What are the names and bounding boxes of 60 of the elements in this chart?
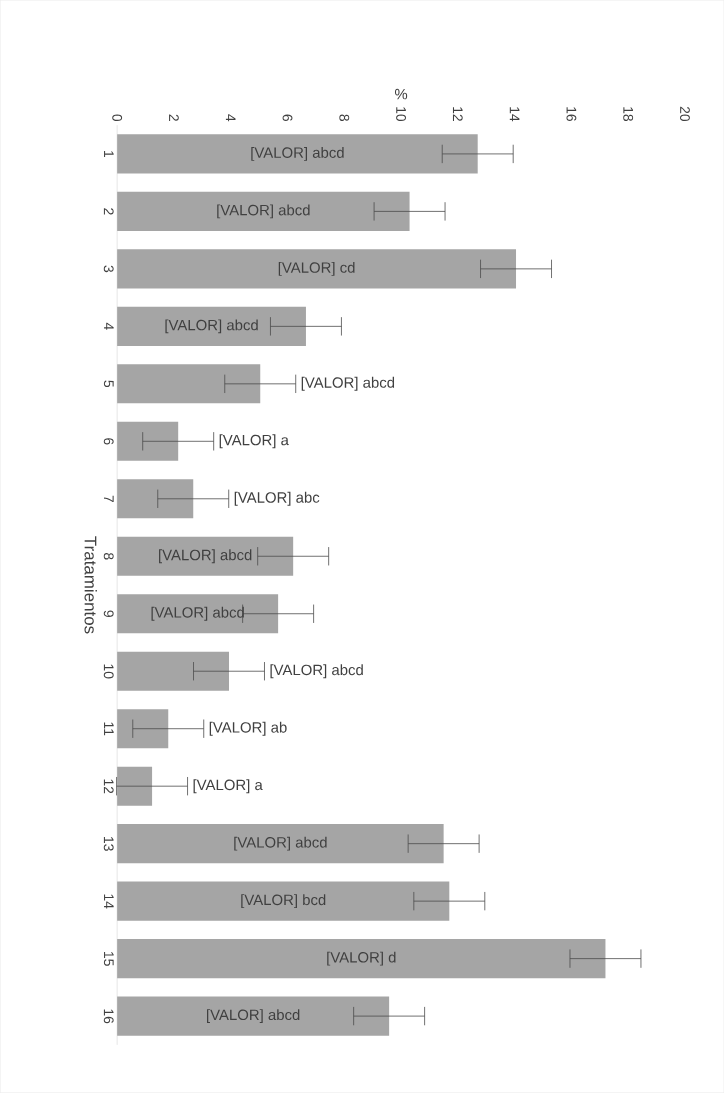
y-tick-label: 15	[103, 951, 114, 966]
y-tick-label: 6	[103, 438, 114, 445]
bar	[117, 996, 390, 1036]
data-label: [VALOR] a	[219, 434, 289, 449]
x-tick-label: 14	[509, 107, 520, 122]
data-label: [VALOR] abcd	[217, 204, 310, 219]
bar	[117, 421, 179, 461]
y-tick-label: 5	[103, 380, 114, 388]
data-label: [VALOR] abcd	[206, 1009, 300, 1024]
data-label: [VALOR] abcd	[301, 376, 394, 391]
bar	[117, 939, 606, 979]
bar	[117, 249, 516, 289]
data-label: [VALOR] d	[327, 951, 396, 966]
y-tick-label: 3	[103, 265, 114, 273]
data-label: [VALOR] abcd	[251, 146, 344, 161]
x-tick-label: 16	[566, 107, 577, 122]
data-label: [VALOR] a	[193, 779, 263, 794]
y-tick-label: 7	[103, 495, 114, 502]
data-label: [VALOR] abcd	[270, 664, 363, 679]
x-tick-label: 20	[679, 106, 690, 122]
bar	[117, 364, 261, 404]
bar	[117, 824, 444, 864]
bar	[117, 306, 306, 346]
y-tick-label: 11	[103, 722, 114, 736]
y-tick-label: 12	[103, 779, 114, 794]
data-label: [VALOR] abcd	[234, 836, 327, 851]
x-tick-label: 6	[282, 114, 293, 122]
bar	[117, 479, 194, 519]
y-tick-label: 9	[103, 610, 114, 617]
y-tick-label: 1	[103, 151, 114, 158]
data-label: [VALOR] abcd	[158, 549, 252, 564]
data-label: [VALOR] ab	[209, 721, 287, 736]
x-tick-label: 10	[396, 107, 406, 122]
x-axis-title: %	[394, 88, 408, 100]
bar	[117, 766, 153, 806]
data-label: [VALOR] cd	[278, 261, 355, 276]
x-tick-label: 2	[169, 114, 179, 121]
bar	[117, 651, 229, 691]
x-tick-label: 4	[225, 114, 236, 122]
x-tick-label: 18	[623, 107, 634, 122]
x-tick-label: 12	[452, 107, 463, 121]
y-tick-label: 16	[103, 1009, 114, 1024]
y-tick-label: 8	[103, 553, 114, 560]
x-tick-label: 0	[112, 114, 123, 122]
y-tick-label: 2	[103, 208, 114, 215]
data-label: [VALOR] abc	[234, 491, 320, 506]
y-tick-label: 13	[103, 836, 114, 851]
y-tick-label: 14	[103, 894, 114, 909]
bar	[117, 881, 450, 921]
bar	[117, 594, 279, 634]
y-axis-title: Tratamientos	[84, 536, 97, 634]
bar	[117, 134, 478, 174]
bar	[117, 709, 169, 749]
data-label: [VALOR] bcd	[241, 894, 326, 909]
bar	[117, 536, 294, 576]
data-label: [VALOR] abcd	[165, 319, 258, 334]
x-tick-label: 8	[339, 114, 350, 122]
bar	[117, 191, 410, 231]
y-tick-label: 10	[103, 664, 114, 679]
y-tick-label: 4	[103, 322, 114, 330]
